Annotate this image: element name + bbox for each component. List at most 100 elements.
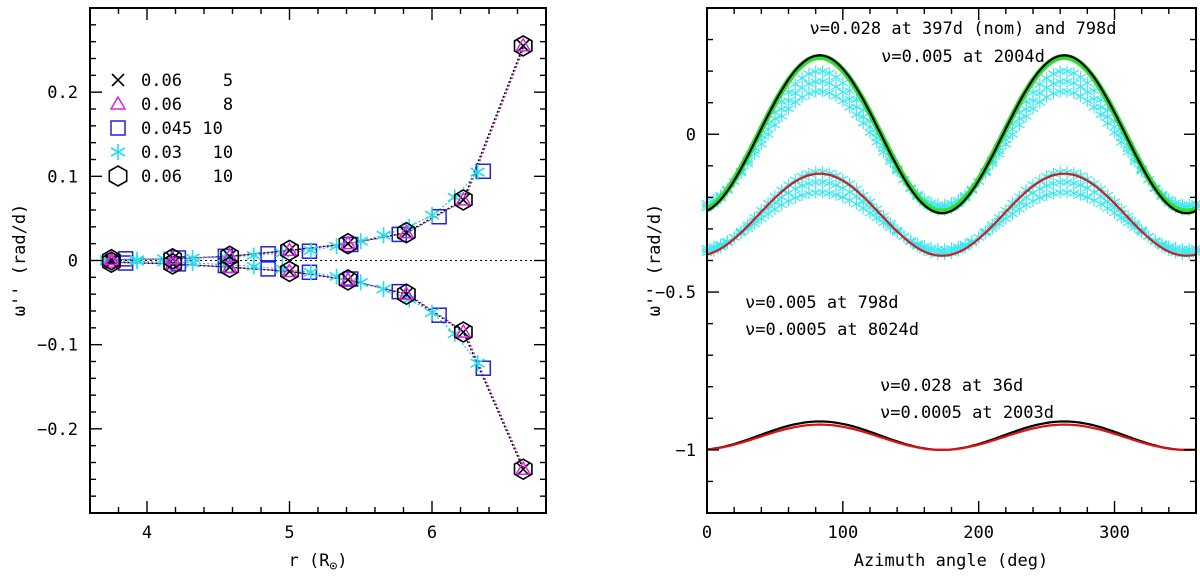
point-triangle-pos-5 (398, 224, 415, 239)
star-1-245-2 (1034, 191, 1046, 204)
point-cross-pos-7 (516, 39, 530, 53)
point-cross-neg-5 (399, 287, 413, 301)
point-hexagon-neg-0 (101, 251, 121, 274)
series-line-1 (705, 54, 1198, 215)
right-chart-panel: 0 100 200 300 −1 −0.5 0 ν=0.028 at 397d (nom) … (645, 7, 1200, 571)
point-hexagon-pos-5 (396, 221, 416, 244)
star-0-85-2 (817, 85, 828, 98)
left-x-tick-label-0: 4 (142, 523, 152, 543)
left-y-tick-label-1: −0.1 (37, 336, 78, 356)
annotation-1: ν=0.028 at 397d (nom) and 798d (809, 19, 1116, 39)
left-x-tick-label-1: 5 (284, 523, 294, 543)
left-y-axis-label: ω'' (rad/d) (10, 204, 30, 317)
star-1-250-2 (1041, 189, 1053, 202)
right-x-tick-label-2: 200 (963, 523, 994, 543)
star-0-280-2 (1081, 95, 1093, 107)
right-y-tick-label-2: 0 (686, 125, 696, 145)
point-hexagon-pos-0 (101, 248, 121, 271)
star-0-60-2 (783, 102, 794, 115)
point-triangle-pos-1 (164, 250, 181, 265)
left-x-tick-label-2: 6 (427, 523, 437, 543)
star-0-230-2 (1013, 119, 1025, 131)
legend-label-0: 0.06 5 (141, 71, 233, 91)
star-1-255-2 (1047, 187, 1059, 200)
legend-label-2: 0.045 10 (141, 119, 223, 139)
star-1-265-1 (1061, 176, 1073, 189)
point-triangle-neg-0 (103, 253, 120, 268)
left-y-tick-label-4: 0.2 (47, 83, 78, 103)
point-square-pos-3 (260, 246, 276, 262)
legend-label-3: 0.03 10 (141, 143, 233, 163)
series-line-black-overlay (706, 54, 1197, 215)
point-star-pos-10 (376, 227, 391, 244)
point-star-neg-1 (129, 253, 145, 270)
star-1-75-2 (803, 187, 815, 200)
point-cross-pos-3 (282, 243, 297, 257)
left-plot-area (90, 34, 546, 481)
star-0-275-2 (1075, 90, 1086, 103)
star-0-100-2 (837, 95, 849, 107)
point-hexagon-pos-3 (279, 239, 300, 262)
point-square-neg-3 (260, 261, 276, 277)
left-axes: 4 5 6 −0.2 −0.1 0 0.1 0.2 (37, 7, 547, 543)
star-1-125-2 (871, 211, 883, 224)
star-1-45-2 (762, 207, 774, 220)
point-hexagon-neg-4 (338, 268, 358, 291)
star-0-265-1 (1061, 75, 1073, 88)
point-triangle-neg-2 (221, 258, 238, 273)
point-triangle-pos-7 (514, 37, 532, 52)
right-x-tick-label-1: 100 (827, 523, 858, 543)
point-triangle-neg-6 (455, 323, 472, 338)
point-hexagon-pos-6 (453, 188, 473, 211)
dotted-curve-magenta-1 (112, 261, 526, 470)
star-0-265-2 (1061, 85, 1073, 98)
point-square-neg-4 (301, 264, 318, 281)
right-x-tick-label-3: 300 (1099, 523, 1130, 543)
left-y-tick-label-2: 0 (68, 252, 78, 272)
right-y-tick-label-1: −0.5 (655, 283, 696, 303)
series-line-2 (706, 172, 1197, 257)
right-y-axis-label: ω'' (rad/d) (645, 204, 665, 317)
point-star-neg-7 (303, 264, 319, 281)
legend-marker-hexagon (108, 165, 128, 187)
point-star-pos-7 (303, 242, 319, 259)
star-0-240-2 (1027, 102, 1039, 115)
left-y-tick-label-3: 0.1 (47, 167, 78, 187)
point-triangle-pos-3 (281, 241, 298, 257)
left-chart-panel: 4 5 6−0.2−0.100.10.2 0.06 50.06 80.045 100… (10, 7, 547, 574)
star-0-85-1 (817, 75, 828, 88)
point-star-neg-8 (329, 268, 344, 285)
right-x-axis-label: Azimuth angle (deg) (854, 551, 1048, 571)
star-1-305-2 (1115, 211, 1127, 224)
star-1-70-2 (796, 189, 808, 202)
point-hexagon-neg-3 (279, 260, 300, 283)
point-hexagon-pos-4 (338, 232, 358, 255)
point-star-pos-12 (424, 207, 440, 224)
point-triangle-pos-6 (455, 191, 472, 206)
star-0-120-2 (864, 126, 876, 139)
star-0-55-2 (776, 110, 788, 123)
point-square-pos-4 (301, 243, 318, 259)
star-1-60-2 (783, 195, 794, 207)
annotation-3: ν=0.005 at 798d (745, 293, 899, 313)
point-triangle-pos-4 (339, 235, 357, 250)
point-cross-neg-7 (516, 462, 530, 476)
point-cross-pos-5 (399, 226, 413, 240)
point-triangle-neg-7 (514, 460, 532, 475)
annotation-4: ν=0.0005 at 8024d (745, 320, 919, 340)
point-star-neg-10 (376, 281, 391, 298)
point-hexagon-neg-1 (163, 252, 183, 275)
star-0-250-2 (1041, 91, 1053, 104)
legend-marker-cross (111, 73, 125, 87)
star-1-105-2 (844, 194, 856, 207)
star-0-45-2 (762, 128, 774, 141)
point-cross-neg-4 (341, 273, 355, 287)
left-y-tick-label-0: −0.2 (37, 420, 78, 440)
star-1-270-2 (1068, 187, 1080, 200)
star-0-75-2 (803, 87, 815, 100)
star-1-95-2 (830, 188, 842, 201)
star-0-85-0 (817, 65, 828, 78)
point-triangle-neg-4 (339, 271, 357, 286)
star-1-85-2 (817, 186, 828, 199)
